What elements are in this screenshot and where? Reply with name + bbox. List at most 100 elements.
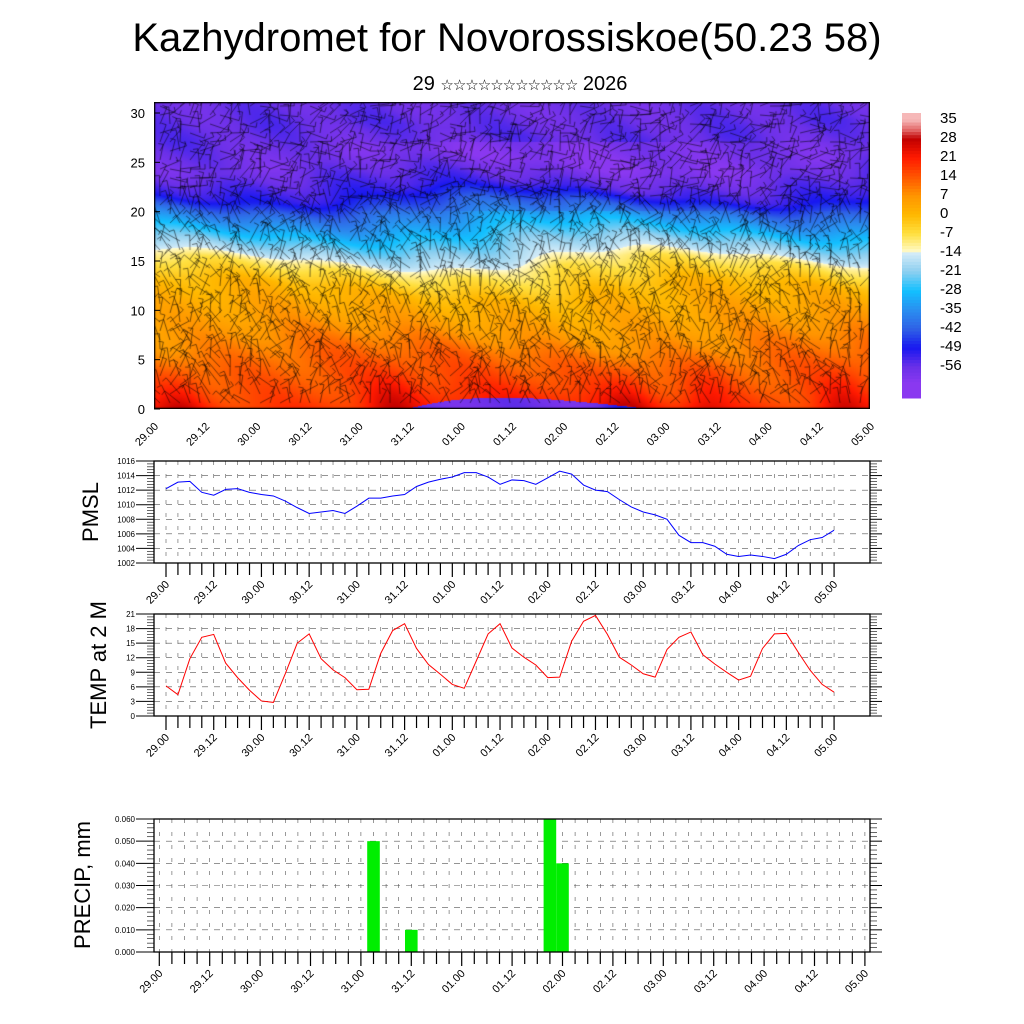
colorbar-swatch [902, 252, 921, 256]
colorbar-swatch [902, 277, 921, 282]
colorbar-swatch [902, 369, 921, 374]
precip-ytick-label: 0.060 [115, 815, 136, 824]
colorbar-label: -21 [940, 262, 962, 279]
colorbar-swatch [902, 337, 921, 342]
pmsl-xtick-label: 31.00 [335, 579, 363, 607]
colorbar-label: -35 [940, 300, 962, 317]
temp-2m-xtick-label: 30.12 [287, 732, 315, 760]
field-ytick-label: 15 [131, 254, 145, 269]
colorbar-label: 28 [940, 129, 957, 146]
colorbar-swatch [902, 132, 921, 136]
colorbar-label: 0 [940, 205, 948, 222]
colorbar-label: -42 [940, 319, 962, 336]
colorbar-swatch [902, 160, 921, 165]
colorbar-swatch [902, 230, 921, 234]
colorbar-swatch [902, 144, 921, 149]
field-xtick-label: 01.00 [440, 421, 468, 449]
precip-xtick-label: 01.12 [490, 968, 518, 996]
colorbar-swatch [902, 322, 921, 326]
pmsl-xtick-label: 31.12 [383, 579, 411, 607]
colorbar-swatch [902, 198, 921, 203]
temp-2m-xtick-label: 05.00 [812, 732, 840, 760]
colorbar-swatch [902, 147, 921, 152]
colorbar-swatch [902, 154, 921, 158]
colorbar-swatch [902, 372, 921, 377]
pmsl-xtick-label: 29.00 [144, 579, 172, 607]
temperature-wind-field [154, 102, 870, 409]
colorbar-swatch [902, 360, 921, 364]
colorbar-swatch [902, 128, 921, 133]
pmsl-xtick-label: 03.00 [621, 579, 649, 607]
colorbar-label: 14 [940, 167, 957, 184]
colorbar-swatch [902, 141, 921, 146]
precip-xtick-label: 29.00 [137, 968, 165, 996]
precip-ylabel: PRECIP, mm [70, 821, 95, 949]
colorbar-swatch [902, 204, 921, 209]
pmsl-xtick-label: 02.00 [526, 579, 554, 607]
colorbar-swatch [902, 214, 921, 218]
colorbar-swatch [902, 356, 921, 361]
colorbar-swatch [902, 182, 921, 187]
colorbar-swatch [902, 217, 921, 222]
colorbar-swatch [902, 331, 921, 336]
colorbar-swatch [902, 173, 921, 177]
field-xtick-label: 31.12 [389, 421, 417, 449]
pmsl-xtick-label: 01.00 [430, 579, 458, 607]
colorbar-swatch [902, 280, 921, 285]
precip-bar [556, 863, 569, 952]
temp-2m-xtick-label: 31.12 [383, 732, 411, 760]
colorbar-swatch [902, 309, 921, 313]
colorbar-swatch [902, 185, 921, 190]
colorbar-label: 35 [940, 110, 957, 127]
subtitle-day: 29 [412, 73, 435, 95]
pmsl-xtick-label: 05.00 [812, 579, 840, 607]
chart-title: Kazhydromet for Novorossiskoe(50.23 58) [132, 16, 882, 60]
temp-2m-xtick-label: 04.12 [765, 732, 793, 760]
colorbar-swatch [902, 303, 921, 307]
pmsl-frame [153, 460, 871, 564]
colorbar-swatch [902, 151, 921, 155]
subtitle-month-placeholder: ☆☆☆☆☆☆☆☆☆☆☆ [440, 76, 578, 94]
field-ytick-label: 0 [138, 402, 145, 417]
precip-ytick-label: 0.040 [115, 859, 136, 868]
pmsl-xtick-label: 02.12 [574, 579, 602, 607]
colorbar-swatch [902, 223, 921, 228]
temp-2m-xtick-label: 30.00 [240, 732, 268, 760]
temp-2m-ytick-label: 15 [126, 639, 135, 648]
colorbar-swatch [902, 312, 921, 317]
field-xtick-label: 03.12 [696, 421, 724, 449]
pmsl-ytick-label: 1014 [117, 472, 135, 481]
pmsl-xtick-label: 04.12 [765, 579, 793, 607]
colorbar-swatch [902, 119, 921, 123]
colorbar-swatch [902, 391, 921, 396]
colorbar-swatch [902, 299, 921, 304]
precip-xtick-label: 02.12 [591, 968, 619, 996]
colorbar-swatch [902, 261, 921, 266]
field-xtick-label: 03.00 [645, 421, 673, 449]
temp-2m-xtick-label: 03.12 [669, 732, 697, 760]
colorbar-swatch [902, 208, 921, 212]
colorbar-swatch [902, 306, 921, 310]
temp-2m-ytick-label: 6 [131, 683, 136, 692]
colorbar-label: 21 [940, 148, 957, 165]
colorbar-swatch [902, 353, 921, 358]
colorbar-swatch [902, 255, 921, 260]
colorbar-swatch [902, 366, 921, 370]
colorbar-swatch [902, 325, 921, 329]
temp-2m-ytick-label: 12 [126, 654, 135, 663]
pmsl-ytick-label: 1010 [117, 501, 135, 510]
field-ytick-label: 10 [131, 303, 145, 318]
precip-xtick-label: 03.12 [692, 968, 720, 996]
colorbar-swatch [902, 344, 921, 348]
temp-2m-xtick-label: 03.00 [621, 732, 649, 760]
colorbar-label: 7 [940, 186, 948, 203]
precip-bar [405, 929, 418, 952]
colorbar-swatch [902, 341, 921, 345]
pmsl-xtick-label: 30.12 [287, 579, 315, 607]
temp-ylabel: TEMP at 2 M [86, 601, 111, 729]
colorbar-swatch [902, 350, 921, 355]
colorbar-swatch [902, 122, 921, 127]
precip-ytick-label: 0.020 [115, 904, 136, 913]
colorbar-swatch [902, 284, 921, 288]
colorbar-swatch [902, 388, 921, 393]
